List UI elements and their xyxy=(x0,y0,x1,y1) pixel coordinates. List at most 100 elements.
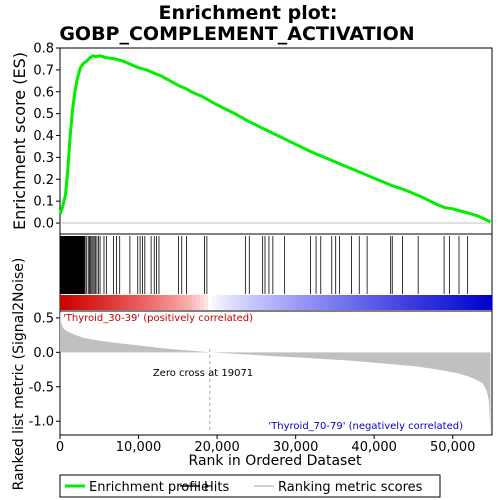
rank-color-cell xyxy=(304,295,309,310)
x-tick-label: 10,000 xyxy=(116,440,162,455)
rank-color-cell xyxy=(392,295,397,310)
rank-color-cell xyxy=(264,295,269,310)
rank-color-cell xyxy=(220,295,225,310)
ranking-y-tick-label: 0.0 xyxy=(33,346,54,361)
es-panel-frame xyxy=(59,47,493,235)
rank-color-cell xyxy=(288,295,293,310)
rank-color-cell xyxy=(124,295,129,310)
rank-color-cell xyxy=(388,295,393,310)
rank-color-cell xyxy=(228,295,233,310)
rank-color-cell xyxy=(224,295,229,310)
rank-color-cell xyxy=(312,295,317,310)
es-y-tick-label: 0.3 xyxy=(33,151,54,166)
rank-color-cell xyxy=(424,295,429,310)
rank-color-cell xyxy=(240,295,245,310)
hits-group xyxy=(59,236,469,294)
negative-class-label: 'Thyroid_70-79' (negatively correlated) xyxy=(268,421,463,432)
rank-color-cell xyxy=(160,295,165,310)
rank-color-cell xyxy=(412,295,417,310)
rank-color-cell xyxy=(184,295,189,310)
rank-color-cell xyxy=(468,295,473,310)
legend-label: Hits xyxy=(204,480,229,495)
rank-color-cell xyxy=(360,295,365,310)
rank-color-cell xyxy=(248,295,253,310)
rank-color-cell xyxy=(336,295,341,310)
rank-color-cell xyxy=(316,295,321,310)
es-y-tick-label: 0.8 xyxy=(33,42,54,57)
x-tick-label: 0 xyxy=(56,440,64,455)
rank-color-cell xyxy=(440,295,445,310)
rank-color-cell xyxy=(232,295,237,310)
rank-color-cell xyxy=(92,295,97,310)
rank-color-cell xyxy=(104,295,109,310)
chart-title-line-2: GOBP_COMPLEMENT_ACTIVATION xyxy=(59,23,414,45)
rank-color-cell xyxy=(400,295,405,310)
es-y-tick-label: 0.1 xyxy=(33,195,54,210)
es-y-axis-label: Enrichment score (ES) xyxy=(10,52,29,230)
rank-color-cell xyxy=(428,295,433,310)
rank-color-cell xyxy=(380,295,385,310)
es-y-tick-label: 0.4 xyxy=(33,129,54,144)
rank-color-cell xyxy=(156,295,161,310)
ranking-y-tick-label: -1.0 xyxy=(29,415,54,430)
rank-color-cell xyxy=(488,295,493,310)
rank-color-cell xyxy=(260,295,265,310)
rank-color-cell xyxy=(480,295,485,310)
rank-color-cell xyxy=(268,295,273,310)
rank-color-cell xyxy=(292,295,297,310)
rank-color-cell xyxy=(76,295,81,310)
zero-cross-label: Zero cross at 19071 xyxy=(153,368,253,379)
es-y-axis: 0.0 0.1 0.2 0.3 0.4 0.5 0.6 0.7 0.8 xyxy=(33,42,60,232)
rank-color-cell xyxy=(120,295,125,310)
rank-color-cell xyxy=(164,295,169,310)
rank-color-cell xyxy=(324,295,329,310)
es-y-tick-label: 0.6 xyxy=(33,85,54,100)
enrichment-profile-line xyxy=(58,54,492,224)
rank-color-cell xyxy=(108,295,113,310)
rank-color-cell xyxy=(420,295,425,310)
rank-color-cell xyxy=(60,295,65,310)
chart-title-line-1: Enrichment plot: xyxy=(159,2,338,24)
rank-color-cell xyxy=(348,295,353,310)
rank-color-cell xyxy=(452,295,457,310)
rank-color-cell xyxy=(356,295,361,310)
rank-color-cell xyxy=(320,295,325,310)
x-tick-label: 40,000 xyxy=(351,440,397,455)
rank-color-cell xyxy=(276,295,281,310)
rank-color-cell xyxy=(152,295,157,310)
rank-color-cell xyxy=(176,295,181,310)
rank-color-bar xyxy=(60,295,493,310)
rank-color-cell xyxy=(192,295,197,310)
es-y-tick-label: 0.7 xyxy=(33,63,54,78)
rank-color-cell xyxy=(172,295,177,310)
ranking-y-axis: -1.0 -0.5 0.0 0.5 xyxy=(29,311,60,430)
rank-color-cell xyxy=(252,295,257,310)
rank-color-cell xyxy=(484,295,489,310)
rank-color-cell xyxy=(300,295,305,310)
rank-color-cell xyxy=(444,295,449,310)
rank-color-cell xyxy=(284,295,289,310)
x-axis-label: Rank in Ordered Dataset xyxy=(189,453,362,469)
rank-color-cell xyxy=(80,295,85,310)
rank-color-cell xyxy=(188,295,193,310)
rank-color-cell xyxy=(68,295,73,310)
rank-color-cell xyxy=(476,295,481,310)
rank-color-cell xyxy=(64,295,69,310)
rank-color-cell xyxy=(204,295,209,310)
rank-color-cell xyxy=(460,295,465,310)
rank-color-cell xyxy=(328,295,333,310)
rank-color-cell xyxy=(308,295,313,310)
rank-color-cell xyxy=(340,295,345,310)
rank-color-cell xyxy=(72,295,77,310)
es-y-tick-label: 0.0 xyxy=(33,217,54,232)
rank-color-cell xyxy=(396,295,401,310)
rank-color-cell xyxy=(200,295,205,310)
x-tick-label: 20,000 xyxy=(194,440,240,455)
rank-color-cell xyxy=(404,295,409,310)
rank-color-cell xyxy=(208,295,213,310)
rank-color-cell xyxy=(88,295,93,310)
rank-color-cell xyxy=(352,295,357,310)
rank-color-cell xyxy=(212,295,217,310)
rank-color-cell xyxy=(100,295,105,310)
